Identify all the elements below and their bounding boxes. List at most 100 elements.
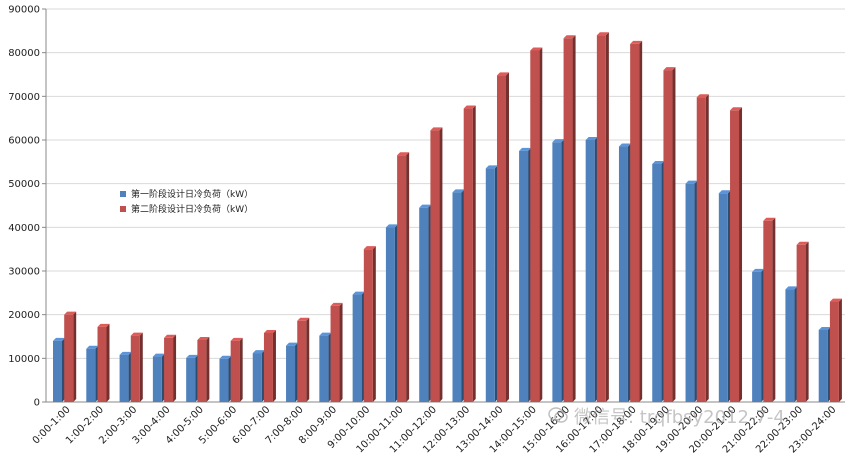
bar-front xyxy=(485,168,495,402)
bar-side xyxy=(772,217,776,402)
bar-1-3:00-4:00 xyxy=(152,353,165,402)
bar-front xyxy=(252,353,262,402)
bar-top xyxy=(785,286,798,290)
bar-1-20:00-21:00 xyxy=(718,190,731,402)
bar-2-8:00-9:00 xyxy=(330,302,343,402)
bar-top xyxy=(385,224,398,228)
wechat-icon xyxy=(548,407,568,428)
watermark-text: 微信号: trqfbsy2012-7-4 xyxy=(574,407,785,428)
bar-2-14:00-15:00 xyxy=(530,47,543,402)
bar-2-22:00-23:00 xyxy=(796,241,809,402)
watermark: 微信号: trqfbsy2012-7-4 xyxy=(548,403,785,429)
bar-side xyxy=(239,337,243,402)
bar-1-22:00-23:00 xyxy=(785,286,798,402)
bar-side xyxy=(306,317,310,402)
bar-2-17:00-18:00 xyxy=(630,40,643,402)
bar-side xyxy=(805,241,809,402)
bar-front xyxy=(197,339,207,402)
bar-side xyxy=(605,32,609,402)
bar-side xyxy=(272,330,276,402)
bar-top xyxy=(618,143,631,147)
bar-front xyxy=(818,329,828,402)
bar-side xyxy=(705,94,709,402)
y-tick-label: 10000 xyxy=(8,354,40,365)
bar-front xyxy=(552,142,562,402)
bar-2-0:00-1:00 xyxy=(64,311,77,402)
bar-2-3:00-4:00 xyxy=(164,334,177,402)
bar-front xyxy=(53,340,62,402)
bar-top xyxy=(452,189,465,193)
bar-front xyxy=(385,227,395,402)
bar-front xyxy=(530,50,540,402)
bar-1-2:00-3:00 xyxy=(119,351,132,402)
bar-1-10:00-11:00 xyxy=(385,224,398,402)
bar-top xyxy=(530,47,543,51)
bar-2-13:00-14:00 xyxy=(496,72,509,402)
bar-top xyxy=(563,35,576,39)
bar-2-11:00-12:00 xyxy=(430,127,443,403)
bar-2-21:00-22:00 xyxy=(763,217,776,402)
bar-front xyxy=(718,193,728,402)
bar-1-18:00-19:00 xyxy=(652,161,665,402)
bar-side xyxy=(139,332,143,402)
bar-top xyxy=(197,336,210,340)
y-tick-label: 20000 xyxy=(8,310,40,321)
bar-top xyxy=(53,337,65,341)
bar-side xyxy=(173,334,177,402)
bar-front xyxy=(363,249,373,402)
bar-front xyxy=(663,70,673,402)
y-tick-label: 50000 xyxy=(8,179,40,190)
bar-front xyxy=(652,164,662,402)
bar-side xyxy=(838,298,842,402)
bar-2-4:00-5:00 xyxy=(197,336,210,402)
bar-front xyxy=(297,320,307,402)
bar-top xyxy=(119,351,132,355)
bar-side xyxy=(106,323,110,402)
bar-front xyxy=(463,108,473,402)
bar-front xyxy=(730,110,740,402)
bar-side xyxy=(73,311,77,402)
bar-top xyxy=(685,180,698,184)
bar-front xyxy=(563,38,573,403)
bar-1-11:00-12:00 xyxy=(419,204,432,402)
bar-top xyxy=(130,332,143,336)
bar-front xyxy=(352,294,362,402)
bar-top xyxy=(730,107,743,111)
bar-front xyxy=(263,333,273,402)
y-tick-label: 70000 xyxy=(8,92,40,103)
bar-top xyxy=(818,326,831,330)
bar-front xyxy=(186,357,196,402)
bar-top xyxy=(286,342,299,346)
bar-top xyxy=(397,152,410,156)
legend-swatch-series-2 xyxy=(120,205,126,212)
bar-side xyxy=(539,47,543,402)
y-tick-label: 40000 xyxy=(8,223,40,234)
bar-top xyxy=(596,32,609,36)
bar-front xyxy=(119,354,129,402)
bar-side xyxy=(206,336,210,402)
bar-top xyxy=(652,161,665,165)
bar-top xyxy=(230,337,243,341)
bar-1-17:00-18:00 xyxy=(618,143,631,403)
bar-1-6:00-7:00 xyxy=(252,350,265,402)
legend-label-series-1: 第一阶段设计日冷负荷（kW） xyxy=(131,190,254,200)
bar-1-23:00-24:00 xyxy=(818,326,831,402)
bar-top xyxy=(419,204,432,208)
bar-front xyxy=(419,207,429,402)
bar-front xyxy=(330,305,340,402)
bar-side xyxy=(639,40,643,402)
bar-top xyxy=(496,72,509,76)
bar-front xyxy=(286,345,296,402)
bar-2-19:00-20:00 xyxy=(696,94,709,402)
bar-1-15:00-16:00 xyxy=(552,139,565,402)
bar-front xyxy=(64,314,74,402)
bar-top xyxy=(585,137,598,140)
y-tick-label: 30000 xyxy=(8,267,40,278)
bar-top xyxy=(696,94,709,98)
bar-1-8:00-9:00 xyxy=(319,332,332,402)
bar-top xyxy=(86,345,99,349)
bar-side xyxy=(339,302,343,402)
bar-1-12:00-13:00 xyxy=(452,189,465,402)
bar-side xyxy=(439,127,443,402)
